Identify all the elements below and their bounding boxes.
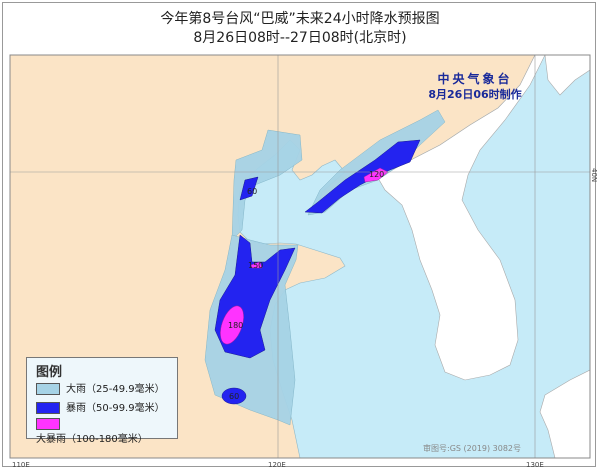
issue-time: 8月26日06时制作 [428,88,522,101]
japan-land [539,369,590,458]
rain-zone-rainstorm [239,176,259,201]
lon-label: 130E [526,461,544,469]
map-subtitle: 8月26日08时--27日08时(北京时) [193,30,407,46]
figure-frame [2,2,596,467]
agency-name: 中央气象台 [437,72,513,86]
legend-item: 暴雨（50-99.9毫米） [36,399,165,414]
rain-zone-rainstorm [304,139,421,214]
legend-title: 图例 [36,365,63,380]
russia-land [544,55,590,96]
rain-label: 120 [369,170,384,179]
legend-swatch [36,383,60,395]
lon-label: 120E [268,461,286,469]
rain-zone-heavy [231,129,303,241]
legend-item: 大雨（25-49.9毫米） [36,380,165,395]
rain-label: 60 [247,187,257,196]
legend-item: 大暴雨（100-180毫米） [36,418,177,445]
legend: 图例 大雨（25-49.9毫米） 暴雨（50-99.9毫米） 大暴雨（100-1… [26,357,178,445]
rain-zone-downpour [250,261,263,269]
korea-land [377,55,546,381]
lon-label: 110E [12,461,30,469]
legend-swatch [36,402,60,414]
rain-zone-downpour [363,167,389,183]
map-approval-number: 审图号:GS (2019) 3082号 [423,444,522,453]
rain-zone-rainstorm [221,387,247,405]
lat-label: 40N [590,168,598,182]
map-title: 今年第8号台风“巴威”未来24小时降水预报图 [160,11,440,27]
legend-swatch [36,418,60,430]
rain-zone-downpour [220,305,244,345]
rain-label: 150 [248,261,263,270]
rain-label: 60 [229,392,239,401]
rain-label: 180 [228,321,243,330]
